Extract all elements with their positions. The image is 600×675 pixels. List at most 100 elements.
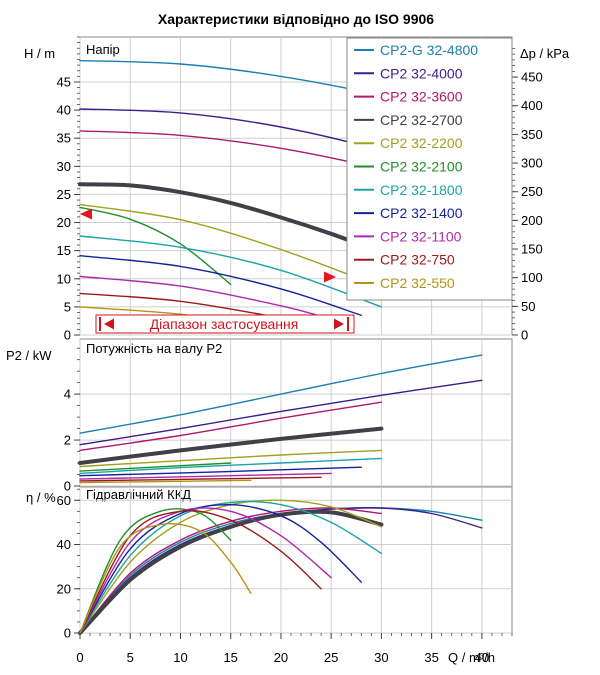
chart-title: Характеристики відповідно до ISO 9906	[158, 11, 434, 27]
pressure-tick-label: 250	[521, 184, 543, 199]
head-tick-label: 15	[57, 243, 71, 258]
power-curve-cp2-32-3600	[79, 401, 383, 452]
power-panel: Потужність на валу Р2 P2 / kW 0 2 4	[6, 338, 513, 494]
power-axis-label: P2 / kW	[6, 348, 52, 363]
range-label: Діапазон застосування	[150, 316, 299, 332]
efficiency-panel: Гідравлічний ККД η / % 0 20 40 60 0 5 10 15 20 2…	[26, 486, 513, 665]
power-curve-cp2-32-2700	[78, 426, 384, 465]
efficiency-tick-label: 20	[57, 581, 71, 596]
flow-tick-label: 0	[76, 650, 83, 665]
flow-tick-label: 35	[424, 650, 438, 665]
legend-entry: CP2 32-2200	[380, 135, 463, 151]
head-tick-label: 0	[64, 328, 71, 343]
pressure-tick-label: 50	[521, 299, 535, 314]
pressure-tick-label: 200	[521, 213, 543, 228]
power-curve-cp2-g-32-4800	[79, 354, 483, 434]
pressure-tick-label: 400	[521, 98, 543, 113]
pressure-axis-label: Δp / kPa	[520, 46, 570, 61]
legend-entry: CP2 32-4000	[380, 65, 463, 81]
efficiency-curve-cp2-32-550	[79, 522, 252, 634]
head-curve-cp2-32-1100	[79, 275, 332, 320]
power-curve-cp2-32-750	[79, 476, 322, 482]
head-tick-label: 20	[57, 215, 71, 230]
power-curve-cp2-32-1400	[79, 466, 362, 477]
flow-tick-label: 30	[374, 650, 388, 665]
head-tick-label: 30	[57, 159, 71, 174]
application-range-bar: Діапазон застосування	[95, 314, 355, 334]
legend-entry: CP2 32-2700	[380, 112, 463, 128]
head-panel-label: Напір	[86, 42, 120, 57]
flow-tick-label: 5	[127, 650, 134, 665]
head-curve-cp2-32-2200	[79, 203, 383, 288]
head-tick-label: 40	[57, 103, 71, 118]
head-tick-label: 45	[57, 74, 71, 89]
efficiency-curve-cp2-32-1100	[79, 507, 332, 634]
head-axis-label: H / m	[24, 46, 55, 61]
pressure-tick-label: 0	[521, 328, 528, 343]
efficiency-curve-cp2-32-2200	[79, 499, 383, 634]
legend-entry: CP2 32-1100	[380, 228, 462, 244]
power-curve-cp2-32-2100	[79, 462, 232, 472]
head-tick-label: 5	[64, 299, 71, 314]
efficiency-curve-cp2-32-750	[79, 509, 322, 634]
efficiency-curve-cp2-32-3600	[79, 507, 383, 634]
range-start-marker	[80, 208, 92, 220]
efficiency-axis-label: η / %	[26, 490, 56, 505]
power-tick-label: 4	[64, 387, 71, 402]
power-curve-cp2-32-1800	[79, 457, 383, 475]
efficiency-tick-label: 60	[57, 493, 71, 508]
power-panel-label: Потужність на валу Р2	[86, 341, 222, 356]
legend-entry: CP2 32-2100	[380, 159, 463, 175]
legend: CP2-G 32-4800 CP2 32-4000 CP2 32-3600 CP2 3…	[346, 37, 513, 301]
power-ticks: 0 2 4	[64, 347, 80, 494]
flow-ticks: 0 5 10 15 20 25 30 35 40	[76, 633, 513, 665]
flow-tick-label: 15	[223, 650, 237, 665]
power-curve-cp2-32-4000	[79, 379, 483, 446]
efficiency-curve-cp2-32-2100	[79, 508, 232, 634]
efficiency-panel-label: Гідравлічний ККД	[86, 487, 191, 502]
power-curve-cp2-32-550	[79, 479, 252, 484]
head-panel: Напір H / m Δp / kPa 051015202530354045 …	[24, 36, 570, 343]
head-ticks-left: 0 5 10 15 20 25 30 35 40 45	[57, 36, 80, 343]
flow-tick-label: 40	[475, 650, 489, 665]
legend-entry: CP2 32-1400	[380, 205, 463, 221]
power-tick-label: 0	[64, 479, 71, 494]
efficiency-curve-cp2-32-2700	[78, 509, 384, 635]
efficiency-tick-label: 40	[57, 537, 71, 552]
head-curve-cp2-32-2700	[78, 182, 384, 255]
head-curve-cp2-32-1400	[79, 255, 362, 316]
flow-tick-label: 10	[173, 650, 187, 665]
pressure-tick-label: 350	[521, 127, 543, 142]
head-curve-cp2-32-1800	[79, 235, 383, 308]
efficiency-tick-label: 0	[64, 626, 71, 641]
pressure-tick-label: 450	[521, 70, 543, 85]
flow-tick-label: 25	[324, 650, 338, 665]
head-tick-label: 10	[57, 271, 71, 286]
range-left-arrow	[104, 318, 114, 330]
head-tick-label: 25	[57, 187, 71, 202]
efficiency-curve-cp2-32-1400	[79, 503, 362, 634]
flow-axis-label: Q / m³/h	[448, 650, 495, 665]
legend-entry: CP2 32-550	[380, 275, 455, 291]
pressure-tick-label: 300	[521, 156, 543, 171]
power-curves	[78, 354, 483, 484]
power-grid	[79, 339, 512, 487]
head-tick-label: 35	[57, 131, 71, 146]
pressure-ticks-right: 0 50 100 150 200 250 300 350 400 450	[512, 48, 543, 343]
power-tick-label: 2	[64, 433, 71, 448]
efficiency-curve-cp2-32-1800	[79, 500, 383, 634]
efficiency-curves	[78, 499, 483, 635]
range-right-arrow	[334, 318, 344, 330]
head-curve-cp2-32-2100	[79, 206, 232, 286]
legend-entry: CP2 32-1800	[380, 182, 463, 198]
legend-entry: CP2 32-3600	[380, 89, 463, 105]
power-curve-cp2-32-1100	[79, 472, 332, 480]
power-curve-cp2-32-2200	[79, 449, 383, 468]
pressure-tick-label: 150	[521, 242, 543, 257]
legend-box	[346, 37, 513, 301]
range-end-marker	[324, 271, 336, 283]
pressure-tick-label: 100	[521, 270, 543, 285]
legend-entry: CP2-G 32-4800	[380, 42, 478, 58]
